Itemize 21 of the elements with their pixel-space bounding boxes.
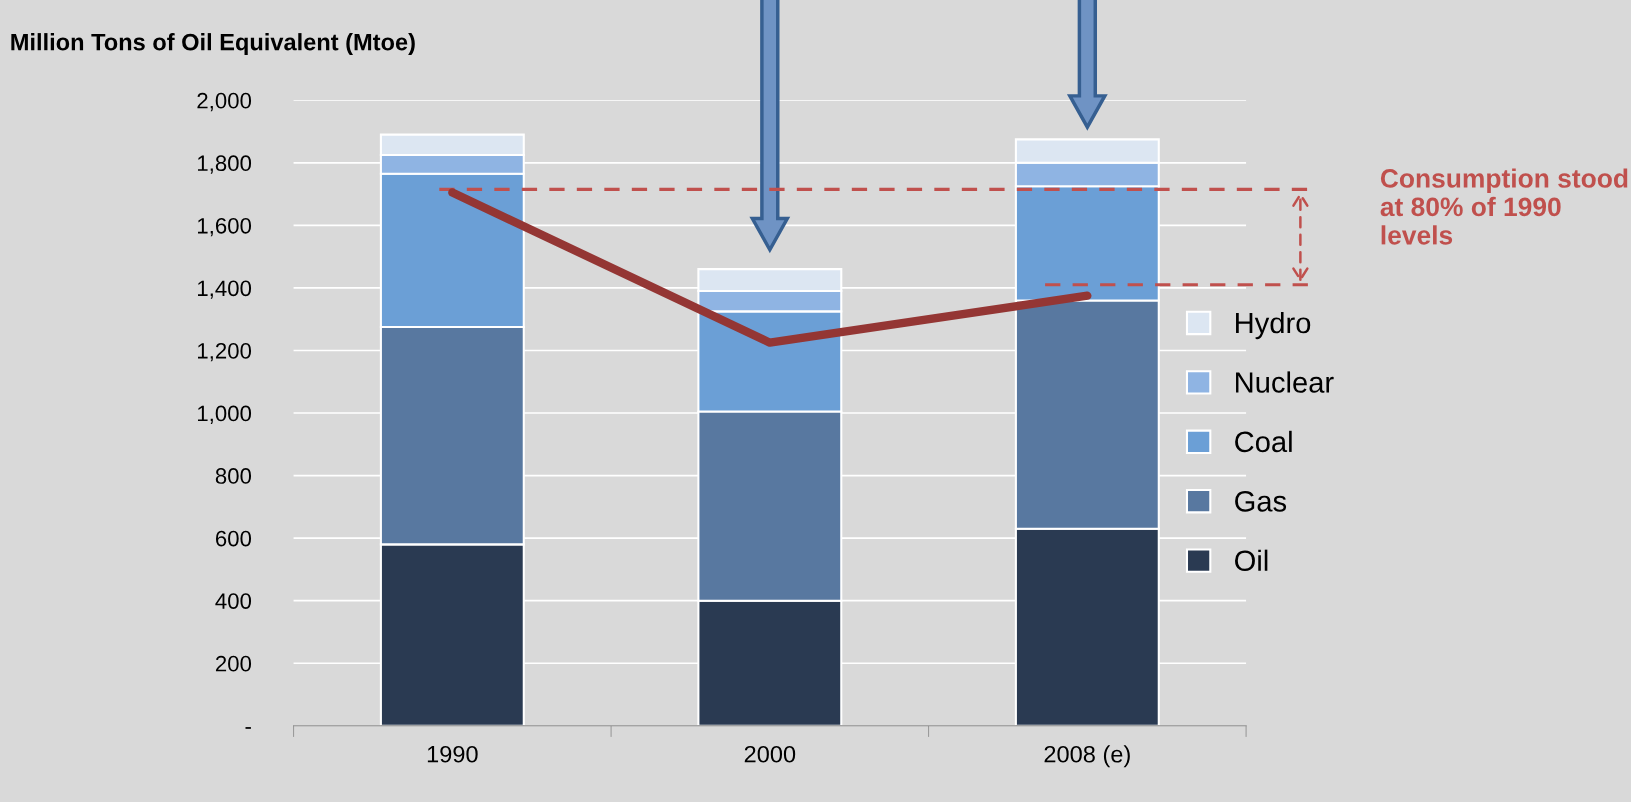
y-tick-label: - <box>245 727 251 729</box>
legend-label: Nuclear <box>1236 371 1334 393</box>
y-tick-label: 600 <box>215 530 252 547</box>
y-tick-label: 1,000 <box>198 405 252 424</box>
legend-label: Gas <box>1235 490 1287 512</box>
y-tick-label: 400 <box>215 593 252 609</box>
y-tick-label: 1,200 <box>198 343 252 362</box>
y-tick-label: 1,800 <box>198 155 252 174</box>
legend-label: Hydro <box>1236 311 1311 340</box>
y-tick-label: 200 <box>215 655 252 672</box>
x-tick-label: 2000 <box>744 745 796 763</box>
x-tick-label: 2008 (e) <box>1044 745 1130 768</box>
y-axis-title: Million Tons of Oil Equivalent (Mtoe) <box>11 33 415 56</box>
x-tick-label: 1990 <box>427 745 478 763</box>
text: Consumption stood at 80% of 1990 levels <box>1380 168 1628 245</box>
legend-label: Coal <box>1235 430 1292 453</box>
y-tick-label: 800 <box>215 468 252 484</box>
y-tick-label: 2,000 <box>197 92 252 112</box>
y-tick-label: 1,600 <box>198 217 252 237</box>
y-tick-label: 1,400 <box>198 280 252 299</box>
legend-label: Oil <box>1235 549 1268 572</box>
